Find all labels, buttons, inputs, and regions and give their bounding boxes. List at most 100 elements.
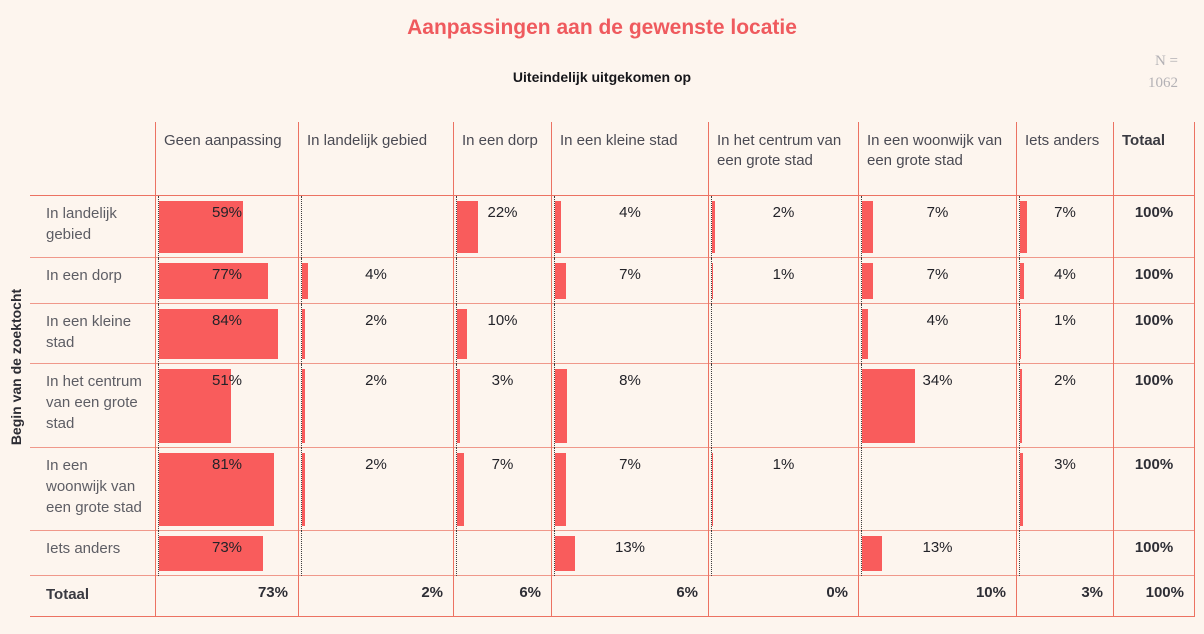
sample-size-label: N = [1154,53,1178,69]
bar [159,369,232,443]
percent-label: 7% [619,266,641,283]
row-total-cell: 100% [1113,531,1195,576]
chart-title: Aanpassingen aan de gewenste locatie [407,16,797,39]
sample-size-value: 1062 [1148,75,1178,91]
column-header: Geen aanpassing [155,122,298,196]
data-cell: 10% [453,304,551,364]
bar [862,536,883,571]
table-row: In een woonwijk van een grote stad 81% 2% 7… [30,448,1195,531]
column-header: Iets anders [1016,122,1113,196]
data-cell: 2% [298,364,453,448]
percent-label: 4% [926,312,949,329]
totals-row-header: Totaal [46,586,90,603]
percent-label: 10% [487,312,518,329]
bar [555,263,566,299]
row-total-value: 100% [1134,204,1174,221]
bar [159,201,243,253]
percent-label: 34% [922,372,953,389]
bar [159,453,275,526]
bar [457,309,467,359]
column-header: In een kleine stad [551,122,708,196]
corner-cell [30,122,155,196]
data-cell: 13% [551,531,708,576]
data-cell: 13% [858,531,1016,576]
percent-label: 2% [365,372,387,389]
column-total-cell: 3% [1016,576,1113,617]
row-total-value: 100% [1134,372,1174,389]
percent-label: 1% [772,456,795,473]
percent-label: 22% [487,204,518,221]
percent-label: 77% [211,266,243,283]
row-header: Iets anders [46,540,121,557]
grand-total-value: 100% [1145,584,1184,601]
bar [457,201,479,253]
sample-size: N = 1062 [1148,50,1178,94]
data-cell: 4% [298,258,453,304]
column-header-label: In een kleine stad [560,132,678,149]
data-cell: 34% [858,364,1016,448]
bar [302,309,306,359]
percent-label: 2% [365,456,387,473]
percent-label: 4% [365,266,387,283]
bar [555,453,566,526]
percent-label: 84% [211,312,243,329]
data-cell: 2% [298,448,453,531]
percent-label: 4% [1054,266,1076,283]
column-total-value: 10% [975,584,1006,601]
column-header-label: In het centrum van een grote stad [717,132,842,169]
crosstab-table: Geen aanpassing In landelijk gebied In een… [30,122,1195,617]
column-total-cell: 0% [708,576,858,617]
percent-label: 8% [619,372,641,389]
column-header: In landelijk gebied [298,122,453,196]
bar [862,263,873,299]
row-total-cell: 100% [1113,304,1195,364]
column-header: In een dorp [453,122,551,196]
data-cell: 7% [1016,196,1113,258]
bar [159,263,269,299]
data-cell: 73% [155,531,298,576]
bar [1020,453,1023,526]
table-row: In het centrum van een grote stad 51% 2% 3%… [30,364,1195,448]
row-total-value: 100% [1134,539,1174,556]
percent-label: 1% [1054,312,1076,329]
data-cell: 1% [708,258,858,304]
column-total-cell: 6% [551,576,708,617]
column-total-value: 0% [826,584,848,601]
row-total-value: 100% [1134,266,1174,283]
table-row: In landelijk gebied 59% 22% 4% 2% 7% 7% 100% [30,196,1195,258]
bar [457,369,460,443]
data-cell [453,258,551,304]
column-axis-title: Uiteindelijk uitgekomen op [512,69,692,85]
row-total-cell: 100% [1113,196,1195,258]
bar [1020,201,1027,253]
data-cell [298,531,453,576]
bar [302,453,306,526]
column-total-value: 3% [1081,584,1103,601]
row-total-value: 100% [1134,312,1174,329]
bar [712,201,715,253]
bar [555,201,562,253]
column-header-label: Geen aanpassing [164,132,282,149]
table-row: In een dorp 77% 4% 7% 1% 7% 4% 100% [30,258,1195,304]
data-cell: 7% [551,258,708,304]
column-total-cell: 73% [155,576,298,617]
column-header-label: In een dorp [462,132,538,149]
bar [302,263,309,299]
data-cell [551,304,708,364]
row-header: In een woonwijk van een grote stad [46,457,142,516]
data-cell: 2% [298,304,453,364]
percent-label: 4% [619,204,641,221]
bar [1020,263,1024,299]
data-cell: 3% [453,364,551,448]
data-cell: 1% [708,448,858,531]
data-cell: 8% [551,364,708,448]
row-total-value: 100% [1134,456,1174,473]
row-total-cell: 100% [1113,448,1195,531]
percent-label: 7% [926,204,949,221]
data-cell: 84% [155,304,298,364]
bar [302,369,306,443]
data-cell: 7% [453,448,551,531]
column-header-label: In een woonwijk van een grote stad [867,132,1003,169]
data-cell: 7% [858,196,1016,258]
